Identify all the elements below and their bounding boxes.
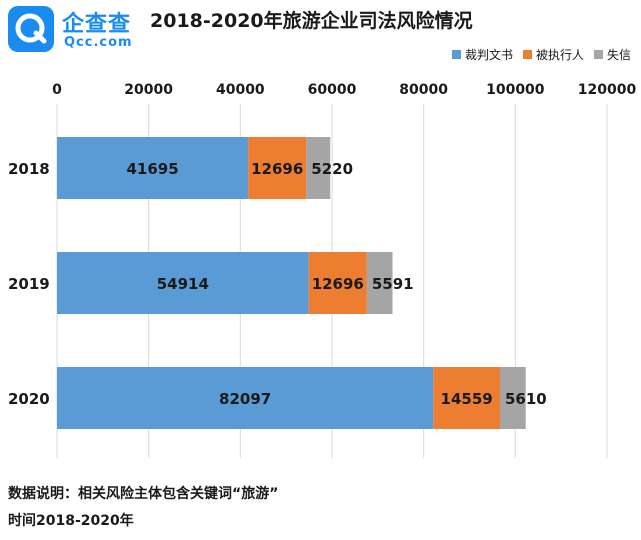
legend-swatch-0 — [451, 50, 461, 59]
data-label-2019-series-1: 12696 — [312, 275, 364, 293]
data-label-2019-series-2: 5591 — [372, 275, 414, 293]
data-label-2020-series-0: 82097 — [219, 390, 271, 408]
legend-item-0: 裁判文书 — [451, 46, 513, 63]
data-label-2018-series-0: 41695 — [126, 160, 178, 178]
bar-2019-series-2 — [366, 252, 393, 314]
data-label-2018-series-1: 12696 — [251, 160, 303, 178]
data-label-2020-series-2: 5610 — [505, 390, 547, 408]
data-label-2019-series-0: 54914 — [157, 275, 209, 293]
legend-label-2: 失信 — [606, 48, 631, 62]
category-label-2019: 2019 — [8, 275, 50, 293]
qcc-logo: 企查查 Qcc.com — [8, 6, 138, 52]
magnifier-q-icon — [15, 13, 47, 44]
bar-2018-series-1 — [248, 137, 307, 199]
bar-2018-series-2 — [306, 137, 331, 199]
category-label-2020: 2020 — [8, 390, 50, 408]
legend-swatch-2 — [593, 50, 603, 59]
x-tick-label-4: 80000 — [399, 82, 448, 98]
bar-2019-series-0 — [57, 252, 309, 314]
x-tick-label-0: 0 — [52, 82, 62, 98]
data-label-2018-series-2: 5220 — [311, 160, 353, 178]
bar-2020-series-1 — [433, 367, 501, 429]
legend-swatch-1 — [522, 50, 532, 59]
chart-legend: 裁判文书 被执行人 失信 — [442, 46, 631, 63]
bar-2020-series-2 — [500, 367, 526, 429]
legend-label-0: 裁判文书 — [464, 48, 513, 62]
bar-2018-series-0 — [57, 137, 249, 199]
bar-2019-series-1 — [308, 252, 367, 314]
data-period: 时间2018-2020年 — [8, 513, 134, 529]
category-label-2018: 2018 — [8, 160, 50, 178]
data-label-2020-series-1: 14559 — [441, 390, 493, 408]
x-tick-label-1: 20000 — [124, 82, 173, 98]
logo-chinese-text: 企查查 — [62, 12, 132, 37]
qcc-logo-badge — [8, 6, 54, 52]
chart-title: 2018-2020年旅游企业司法风险情况 — [150, 10, 473, 32]
logo-english-text: Qcc.com — [64, 35, 133, 50]
legend-item-1: 被执行人 — [522, 46, 584, 63]
x-tick-label-5: 100000 — [486, 82, 545, 98]
legend-item-2: 失信 — [593, 46, 631, 63]
bar-2020-series-0 — [57, 367, 434, 429]
legend-label-1: 被执行人 — [535, 48, 584, 62]
x-tick-label-3: 60000 — [308, 82, 357, 98]
data-note: 数据说明：相关风险主体包含关键词“旅游” — [8, 486, 279, 502]
x-tick-label-6: 120000 — [578, 82, 637, 98]
x-tick-label-2: 40000 — [216, 82, 265, 98]
